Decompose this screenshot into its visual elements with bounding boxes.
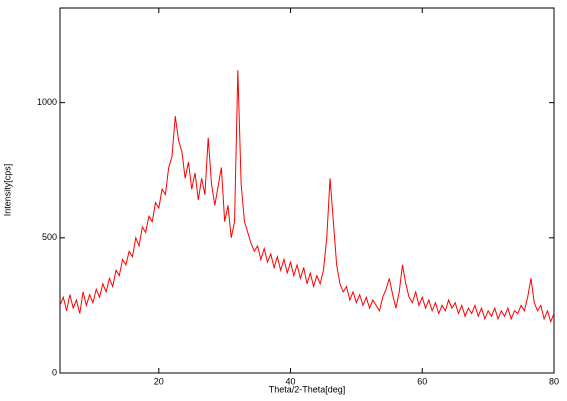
y-tick-label: 1000 [37, 97, 57, 107]
y-tick-label: 0 [52, 367, 57, 377]
y-axis-label: Intensity[cps] [2, 164, 12, 217]
y-tick-label: 500 [42, 232, 57, 242]
x-tick-label: 60 [417, 376, 427, 386]
plot-frame [59, 7, 555, 374]
data-line [59, 70, 555, 324]
x-axis-label: Theta/2-Theta[deg] [269, 384, 346, 394]
x-tick-label: 20 [154, 376, 164, 386]
x-tick-label: 80 [549, 376, 559, 386]
x-tick-label: 40 [286, 376, 296, 386]
